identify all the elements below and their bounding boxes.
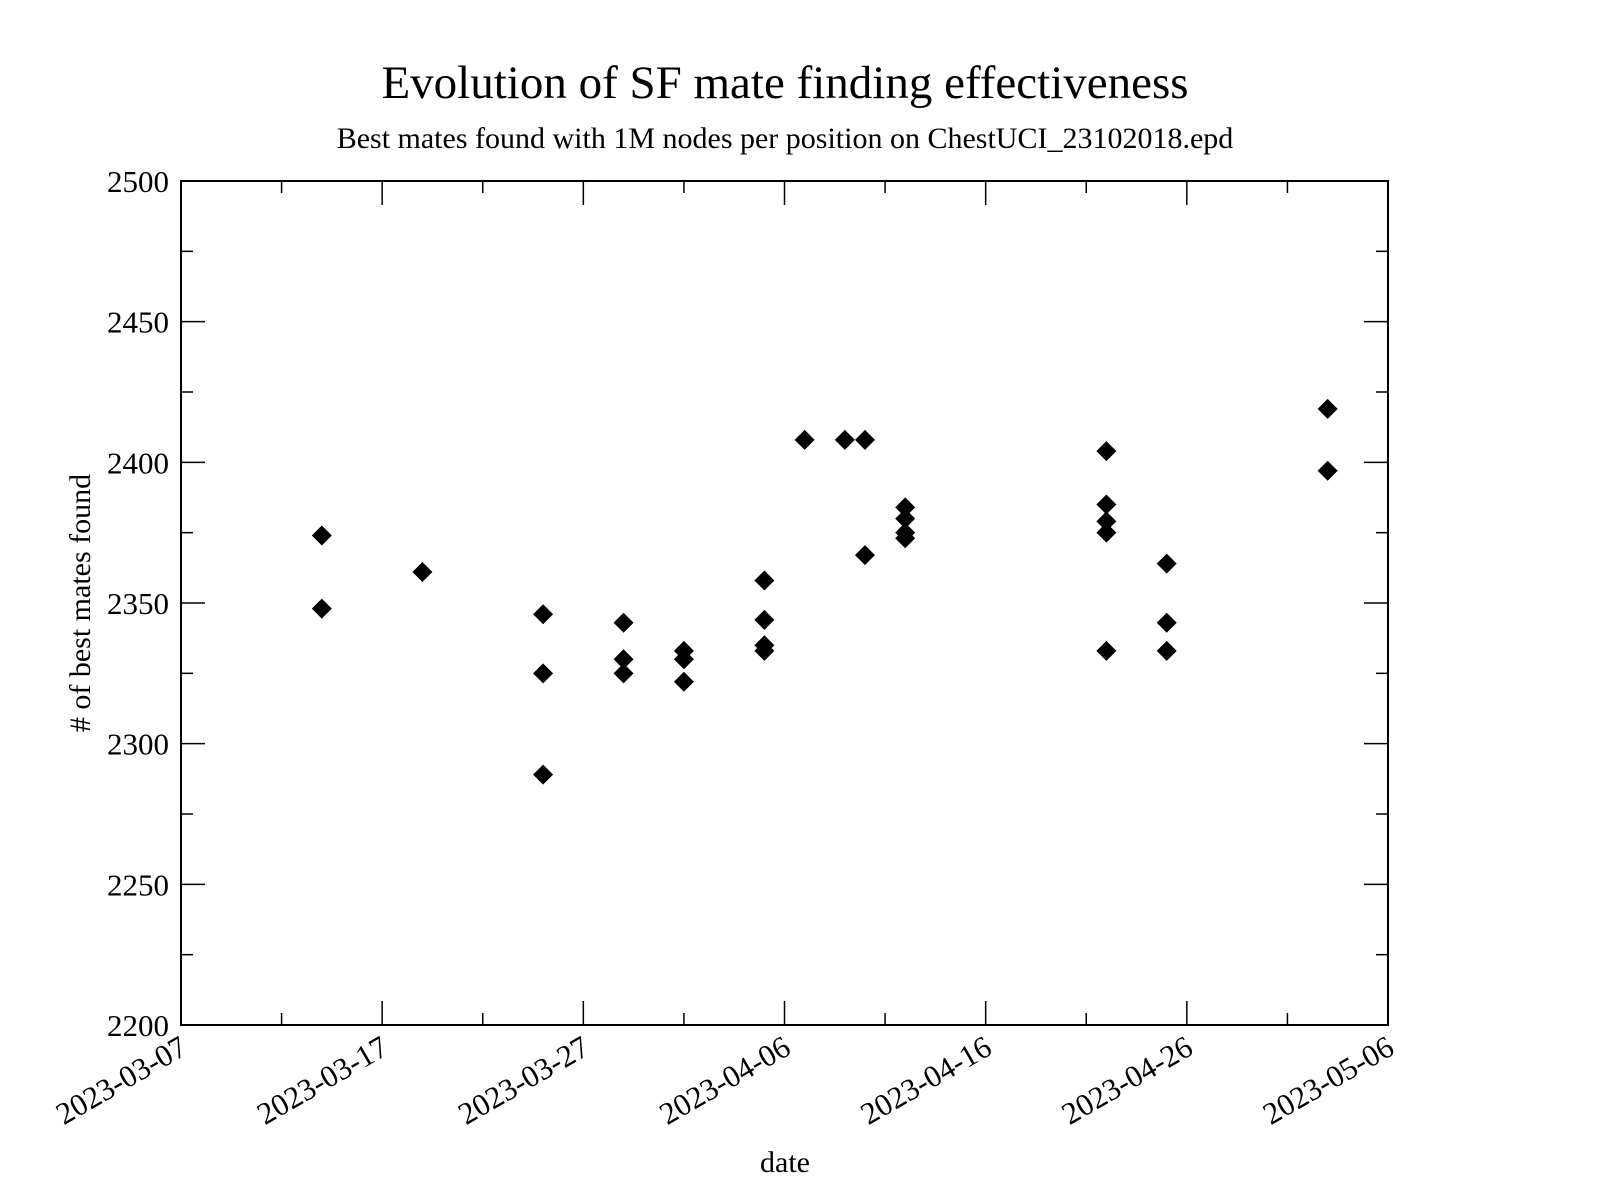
x-tick-label: 2023-03-27 [452, 1029, 595, 1132]
y-tick-label: 2200 [107, 1008, 169, 1043]
x-tick-label: 2023-05-06 [1257, 1029, 1400, 1132]
data-point [834, 429, 855, 450]
x-tick-label: 2023-04-16 [854, 1029, 997, 1132]
data-point [311, 598, 332, 619]
y-tick-label: 2400 [107, 445, 169, 480]
x-tick-label: 2023-04-26 [1056, 1029, 1199, 1132]
data-point [895, 528, 916, 549]
x-tick-label: 2023-03-07 [50, 1029, 193, 1132]
data-point [1096, 522, 1117, 543]
data-point [533, 663, 554, 684]
data-point [613, 663, 634, 684]
y-axis-ticks [181, 180, 1388, 1026]
chart-subtitle: Best mates found with 1M nodes per posit… [337, 122, 1234, 155]
data-point [854, 429, 875, 450]
data-point [533, 764, 554, 785]
data-point [1096, 511, 1117, 532]
y-tick-label: 2300 [107, 727, 169, 762]
x-axis-ticks [180, 181, 1389, 1025]
data-point [1317, 398, 1338, 419]
data-point [1156, 553, 1177, 574]
data-point [794, 429, 815, 450]
data-point [1156, 640, 1177, 661]
data-point [1096, 494, 1117, 515]
data-point [754, 640, 775, 661]
data-point [754, 570, 775, 591]
data-point [613, 612, 634, 633]
data-point [412, 562, 433, 583]
y-tick-label: 2250 [107, 867, 169, 902]
y-axis-tick-labels: 2200 2250 2300 2350 2400 2450 2500 [107, 164, 169, 1043]
data-point [673, 649, 694, 670]
data-points [311, 398, 1338, 785]
data-point [754, 609, 775, 630]
y-axis-label: # of best mates found [64, 474, 97, 732]
data-point [854, 545, 875, 566]
x-tick-label: 2023-03-17 [251, 1029, 394, 1132]
data-point [311, 525, 332, 546]
data-point [533, 604, 554, 625]
data-point [895, 497, 916, 518]
x-axis-tick-labels: 2023-03-07 2023-03-17 2023-03-27 2023-04-06… [50, 1029, 1400, 1132]
x-axis-label: date [760, 1146, 810, 1179]
y-tick-label: 2500 [107, 164, 169, 199]
y-tick-label: 2450 [107, 305, 169, 340]
data-point [613, 649, 634, 670]
chart-title: Evolution of SF mate finding effectivene… [381, 57, 1188, 109]
data-point [673, 671, 694, 692]
data-point [1317, 460, 1338, 481]
x-tick-label: 2023-04-06 [653, 1029, 796, 1132]
data-point [1156, 612, 1177, 633]
data-point [1096, 441, 1117, 462]
data-point [895, 508, 916, 529]
y-tick-label: 2350 [107, 586, 169, 621]
plot-frame [180, 180, 1389, 1026]
data-point [1096, 640, 1117, 661]
